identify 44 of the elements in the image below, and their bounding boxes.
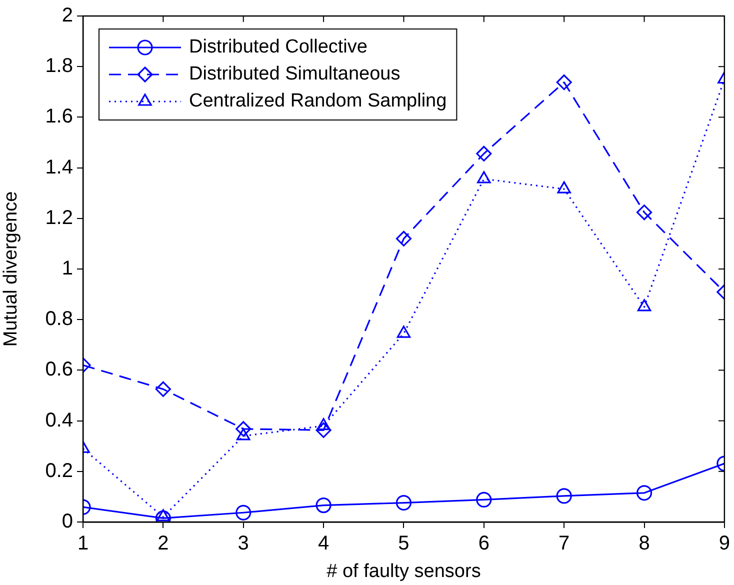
- point: [396, 230, 412, 246]
- point: [316, 498, 332, 514]
- y-tick-label: 0.6: [45, 358, 73, 381]
- point: [155, 381, 171, 397]
- point: [236, 504, 252, 520]
- point: [556, 74, 572, 90]
- point: [476, 146, 492, 162]
- x-tick-label: 9: [718, 532, 730, 555]
- point: [637, 299, 652, 312]
- y-tick-label: 1: [62, 258, 73, 280]
- x-tick-label: 2: [158, 532, 169, 555]
- y-tick-label: 1.8: [45, 55, 73, 78]
- x-tick-label: 8: [638, 532, 650, 555]
- point: [396, 326, 411, 338]
- x-tick-label: 7: [558, 532, 570, 555]
- y-tick-label: 2: [62, 4, 73, 27]
- x-tick-label: 5: [398, 532, 410, 555]
- legend-label: Centralized Random Sampling: [189, 90, 447, 112]
- point: [476, 492, 492, 508]
- point: [236, 421, 252, 437]
- point: [477, 171, 491, 184]
- x-tick-label: 4: [318, 532, 330, 555]
- y-tick-label: 0.2: [45, 460, 73, 482]
- x-axis-title: # of faulty sensors: [326, 560, 481, 582]
- point: [557, 181, 571, 194]
- point: [236, 428, 250, 440]
- point: [316, 418, 330, 430]
- point: [396, 494, 412, 511]
- point: [636, 204, 652, 220]
- y-tick-label: 1.4: [45, 156, 73, 178]
- y-tick-label: 0: [62, 510, 73, 533]
- x-tick-label: 1: [77, 532, 89, 555]
- y-tick-label: 0.8: [45, 308, 73, 330]
- x-tick-label: 3: [238, 532, 249, 555]
- y-axis-title: Mutual divergence: [0, 191, 22, 347]
- point: [316, 422, 332, 438]
- y-tick-label: 1.2: [45, 206, 73, 229]
- legend-label: Distributed Collective: [189, 36, 368, 58]
- legend-label: Distributed Simultaneous: [189, 64, 400, 85]
- y-tick-label: 0.4: [45, 409, 73, 432]
- point: [556, 488, 572, 504]
- x-tick-label: 6: [478, 532, 490, 555]
- y-tick-label: 1.6: [45, 106, 73, 128]
- point: [636, 485, 652, 501]
